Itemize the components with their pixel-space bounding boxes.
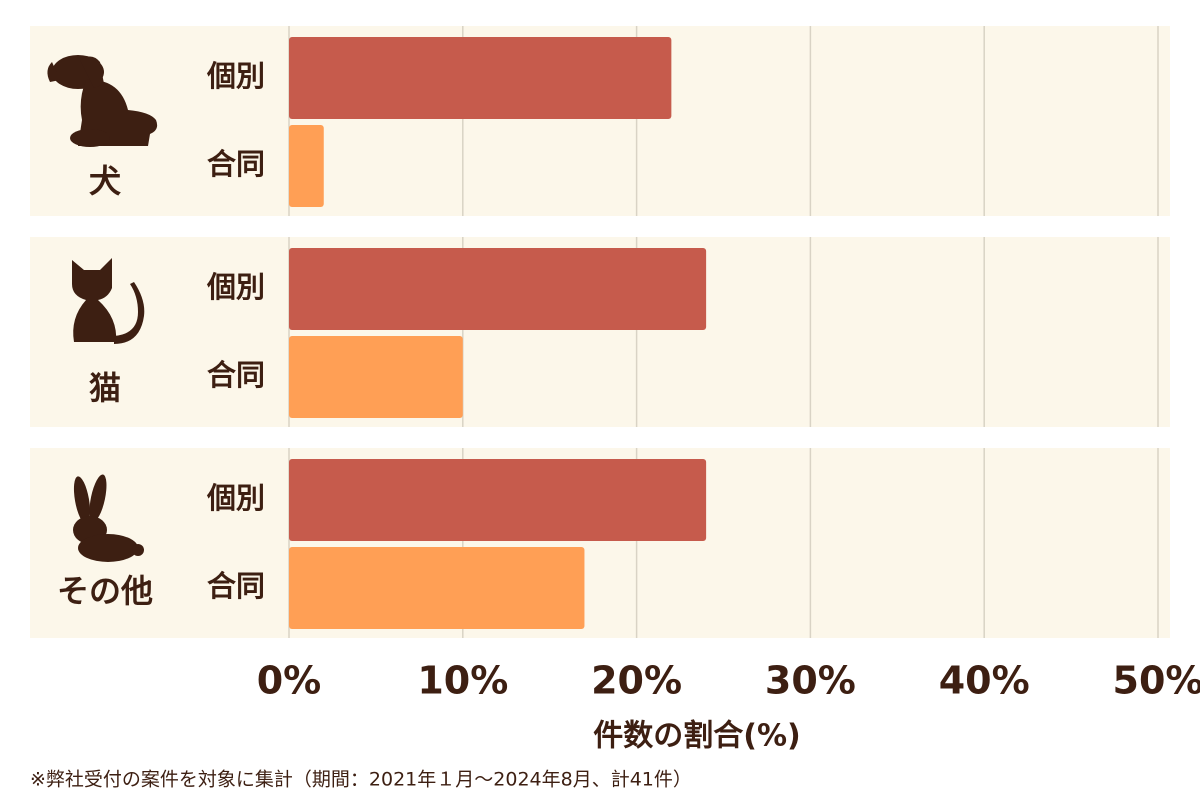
bar xyxy=(289,37,672,119)
category-label: 猫 xyxy=(89,369,121,407)
x-tick-label: 40% xyxy=(939,659,1030,703)
x-tick-label: 50% xyxy=(1113,659,1200,703)
series-label: 合同 xyxy=(207,147,265,181)
x-tick-label: 30% xyxy=(765,659,856,703)
cat-icon xyxy=(72,258,145,344)
category-label: 犬 xyxy=(89,162,121,200)
category-label: その他 xyxy=(57,572,153,610)
rabbit-icon xyxy=(73,474,144,562)
bar xyxy=(289,547,585,629)
bar xyxy=(289,248,707,330)
x-axis-title: 件数の割合(%) xyxy=(593,719,800,754)
series-label: 個別 xyxy=(206,481,265,515)
bar xyxy=(289,459,707,541)
dog-icon xyxy=(47,55,158,147)
bar xyxy=(289,125,324,207)
series-label: 合同 xyxy=(207,358,265,392)
bar xyxy=(289,336,463,418)
footnote: ※弊社受付の案件を対象に集計（期間：2021年１月～2024年8月、計41件） xyxy=(30,769,692,791)
x-tick-label: 20% xyxy=(591,659,682,703)
x-tick-label: 0% xyxy=(257,659,322,703)
series-label: 合同 xyxy=(207,569,265,603)
x-tick-label: 10% xyxy=(417,659,508,703)
series-label: 個別 xyxy=(206,59,265,93)
series-label: 個別 xyxy=(206,270,265,304)
